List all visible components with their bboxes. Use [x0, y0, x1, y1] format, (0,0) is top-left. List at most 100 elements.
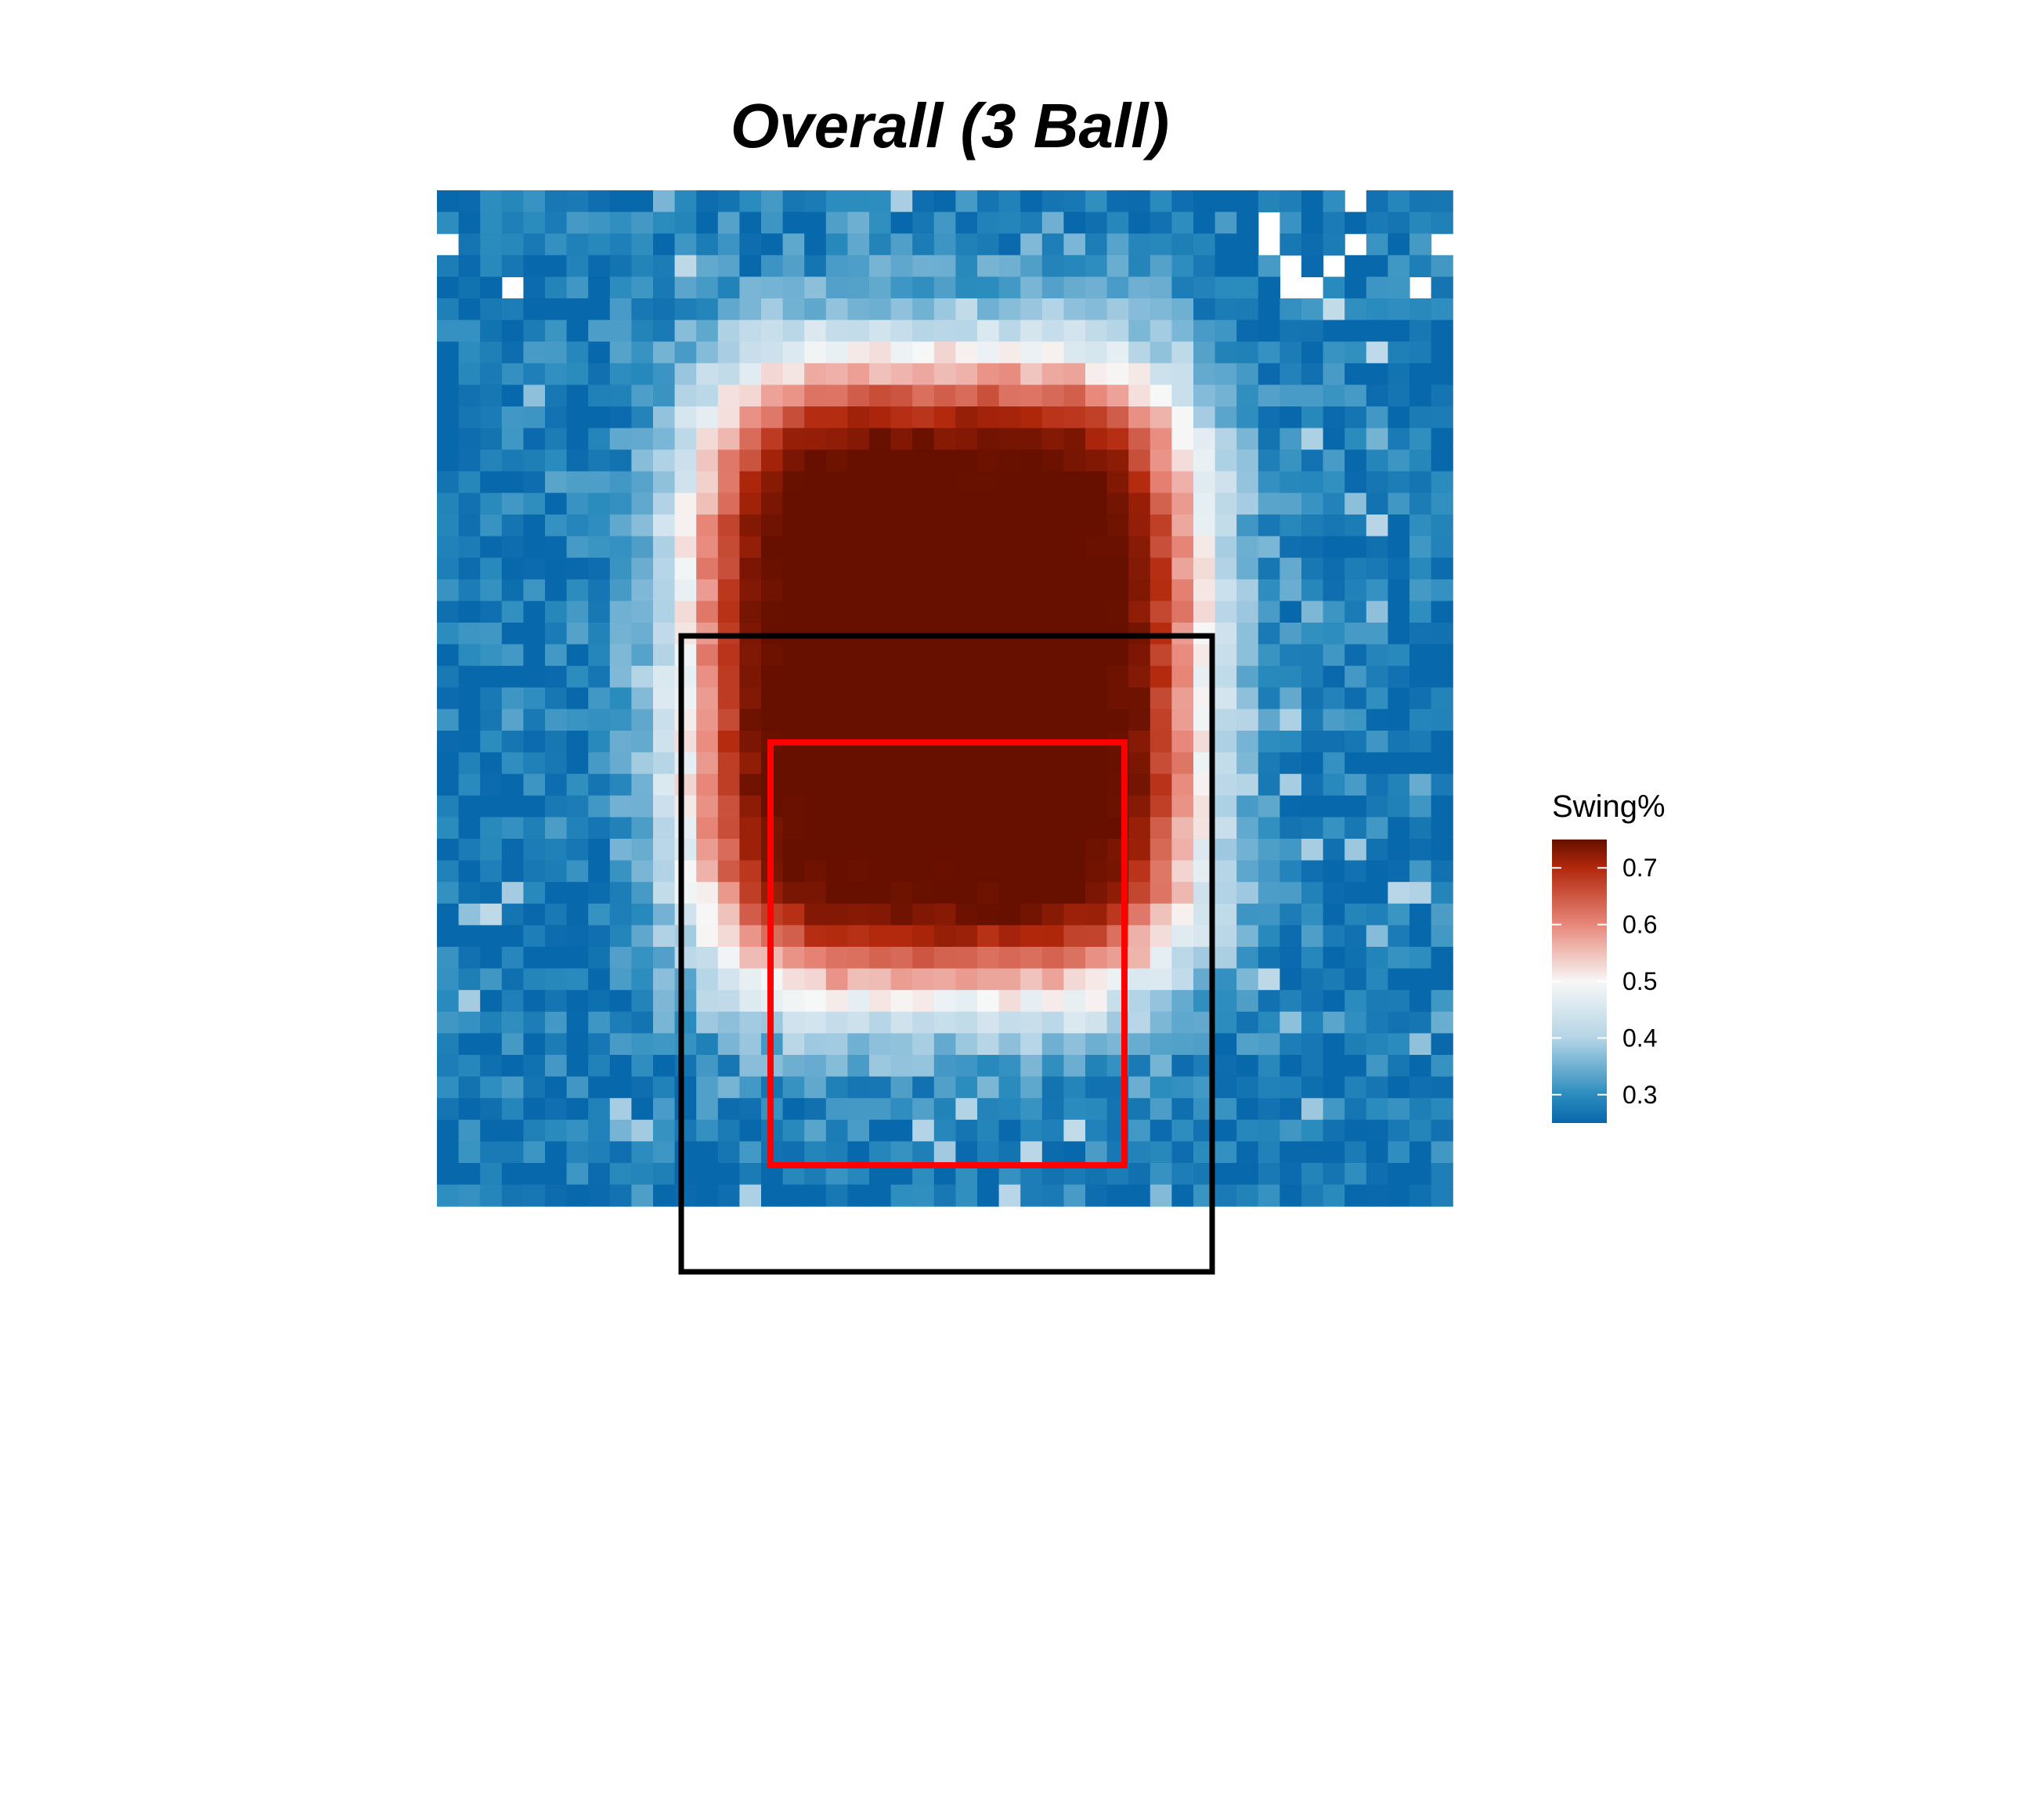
heatmap-cell: [1171, 298, 1194, 321]
heatmap-cell: [717, 190, 740, 213]
heatmap-cell: [1409, 644, 1432, 666]
heatmap-cell: [804, 990, 827, 1013]
heatmap-cell: [437, 1163, 460, 1186]
heatmap-cell: [825, 233, 848, 256]
heatmap-cell: [1279, 644, 1302, 666]
heatmap-cell: [1301, 493, 1324, 515]
heatmap-cell: [998, 211, 1021, 234]
heatmap-cell: [804, 925, 827, 948]
heatmap-cell: [1128, 903, 1151, 926]
heatmap-cell: [998, 276, 1021, 299]
heatmap-cell: [1041, 947, 1064, 970]
heatmap-cell: [674, 860, 697, 883]
heatmap-cell: [696, 428, 719, 450]
heatmap-cell: [588, 385, 611, 407]
heatmap-cell: [545, 341, 568, 364]
heatmap-cell: [804, 233, 827, 256]
heatmap-cell: [1128, 709, 1151, 731]
heatmap-cell: [1344, 276, 1367, 299]
heatmap-cell: [1409, 795, 1432, 818]
heatmap-cell: [804, 515, 827, 537]
heatmap-cell: [653, 341, 676, 364]
heatmap-cell: [1106, 1184, 1129, 1207]
heatmap-cell: [933, 1098, 956, 1121]
heatmap-cell: [955, 579, 978, 601]
heatmap-cell: [1041, 925, 1064, 948]
heatmap-cell: [1323, 428, 1345, 450]
heatmap-cell: [825, 839, 848, 861]
heatmap-cell: [653, 860, 676, 883]
heatmap-cell: [1323, 990, 1345, 1013]
heatmap-cell: [588, 990, 611, 1013]
heatmap-cell: [609, 1055, 632, 1078]
heatmap-cell: [1085, 1098, 1108, 1121]
heatmap-cell: [717, 298, 740, 321]
heatmap-cell: [912, 233, 935, 256]
heatmap-cell: [1063, 276, 1086, 299]
heatmap-cell: [1020, 687, 1043, 710]
heatmap-cell: [501, 774, 524, 796]
heatmap-cell: [674, 385, 697, 407]
heatmap-cell: [1128, 471, 1151, 493]
heatmap-cell: [1344, 1119, 1367, 1142]
heatmap-cell: [998, 450, 1021, 472]
heatmap-cell: [1041, 341, 1064, 364]
heatmap-cell: [1150, 1184, 1172, 1207]
heatmap-cell: [825, 428, 848, 450]
heatmap-cell: [1323, 1011, 1345, 1034]
heatmap-cell: [1279, 190, 1302, 213]
heatmap-cell: [717, 752, 740, 775]
heatmap-cell: [458, 947, 481, 970]
heatmap-cell: [1344, 579, 1367, 601]
legend-tick-label: 0.6: [1622, 911, 1657, 939]
heatmap-cell: [739, 1119, 762, 1142]
heatmap-cell: [653, 1119, 676, 1142]
heatmap-cell: [912, 1055, 935, 1078]
heatmap-cell: [1388, 1184, 1410, 1207]
heatmap-cell: [1020, 450, 1043, 472]
heatmap-cell: [955, 839, 978, 861]
heatmap-cell: [1020, 276, 1043, 299]
heatmap-cell: [1409, 1184, 1432, 1207]
heatmap-cell: [631, 1184, 654, 1207]
heatmap-cell: [1128, 947, 1151, 970]
heatmap-cell: [1388, 450, 1410, 472]
heatmap-cell: [739, 1033, 762, 1056]
heatmap-cell: [1063, 1141, 1086, 1164]
heatmap-cell: [609, 644, 632, 666]
heatmap-cell: [998, 1098, 1021, 1121]
heatmap-cell: [1366, 860, 1388, 883]
heatmap-cell: [1388, 406, 1410, 429]
heatmap-cell: [523, 363, 546, 385]
heatmap-cell: [761, 428, 784, 450]
heatmap-cell: [1041, 1033, 1064, 1056]
heatmap-cell: [847, 211, 870, 234]
heatmap-cell: [1041, 990, 1064, 1013]
heatmap-cell: [566, 1055, 589, 1078]
heatmap-cell: [804, 968, 827, 991]
heatmap-cell: [1366, 298, 1388, 321]
heatmap-cell: [761, 211, 784, 234]
heatmap-cell: [1279, 623, 1302, 645]
heatmap-cell: [825, 860, 848, 883]
heatmap-cell: [1366, 471, 1388, 493]
heatmap-cell: [955, 385, 978, 407]
heatmap-cell: [566, 341, 589, 364]
heatmap-cell: [890, 1141, 913, 1164]
heatmap-cell: [674, 406, 697, 429]
heatmap-cell: [847, 644, 870, 666]
heatmap-cell: [1063, 990, 1086, 1013]
heatmap-cell: [1323, 1076, 1345, 1099]
legend-tick-label: 0.5: [1622, 967, 1657, 995]
heatmap-cell: [1063, 1076, 1086, 1099]
heatmap-cell: [912, 558, 935, 580]
heatmap-cell: [1236, 558, 1259, 580]
heatmap-cell: [609, 903, 632, 926]
heatmap-cell: [1128, 1011, 1151, 1034]
heatmap-cell: [955, 947, 978, 970]
heatmap-cell: [696, 882, 719, 905]
heatmap-cell: [1279, 752, 1302, 775]
heatmap-cell: [609, 860, 632, 883]
heatmap-cell: [653, 709, 676, 731]
